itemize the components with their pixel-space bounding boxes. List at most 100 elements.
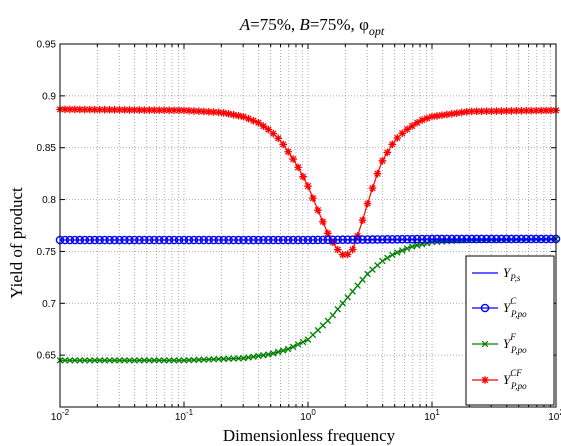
data-point xyxy=(384,254,391,262)
y-tick-label: 0.7 xyxy=(42,299,56,310)
data-point xyxy=(141,357,148,364)
data-point xyxy=(368,184,377,192)
data-point xyxy=(536,234,546,244)
data-point xyxy=(373,235,382,244)
x-tick-label: 10-1 xyxy=(175,408,194,423)
data-point xyxy=(433,112,441,120)
data-point xyxy=(453,109,461,117)
data-point xyxy=(358,216,367,225)
data-point xyxy=(110,105,119,114)
data-point xyxy=(482,107,491,116)
data-point xyxy=(260,351,267,359)
data-point xyxy=(397,234,407,244)
data-point xyxy=(413,242,421,249)
data-point xyxy=(546,234,556,244)
data-point xyxy=(333,245,342,254)
data-point xyxy=(526,234,536,244)
legend-marker xyxy=(480,303,490,313)
data-point xyxy=(378,235,387,244)
data-point xyxy=(200,356,208,363)
data-point xyxy=(537,106,545,115)
y-tick-label: 0.75 xyxy=(37,247,57,258)
data-point xyxy=(304,182,312,190)
data-point xyxy=(343,250,352,259)
data-point xyxy=(274,134,283,143)
data-point xyxy=(472,107,481,116)
x-tick-label: 10-2 xyxy=(51,408,70,423)
data-point xyxy=(214,108,223,117)
data-point xyxy=(240,354,247,362)
data-point xyxy=(349,288,356,295)
data-point xyxy=(457,234,467,244)
data-point xyxy=(467,234,476,244)
data-point xyxy=(71,105,79,114)
data-point xyxy=(81,357,89,364)
data-point xyxy=(96,357,103,364)
data-point xyxy=(428,112,436,121)
data-point xyxy=(407,234,417,244)
data-point xyxy=(462,107,471,116)
data-point xyxy=(294,163,302,172)
data-point xyxy=(487,234,496,244)
data-point xyxy=(185,106,193,115)
data-point xyxy=(66,357,74,364)
grid xyxy=(60,44,556,407)
data-point xyxy=(329,312,337,319)
data-point xyxy=(467,107,476,116)
data-point xyxy=(452,234,462,244)
data-point xyxy=(502,107,511,115)
legend-marker xyxy=(481,340,489,348)
data-point xyxy=(220,355,227,363)
data-point xyxy=(304,336,312,343)
data-point xyxy=(239,112,248,121)
legend-entry: YC P,po xyxy=(472,296,527,319)
data-point xyxy=(309,331,317,339)
data-point xyxy=(160,106,168,115)
data-point xyxy=(398,247,406,254)
data-point xyxy=(230,355,237,362)
data-point xyxy=(477,107,486,116)
data-point xyxy=(462,234,472,244)
data-point xyxy=(274,348,282,356)
data-point xyxy=(383,148,392,157)
data-point xyxy=(393,134,402,142)
legend-label: YCF P,po xyxy=(503,368,527,391)
data-point xyxy=(215,355,222,363)
data-point xyxy=(299,172,307,181)
data-point xyxy=(71,357,79,364)
legend-label: YF P,po xyxy=(503,332,527,355)
data-point xyxy=(200,107,208,116)
series-3 xyxy=(56,105,560,259)
data-point xyxy=(482,234,491,244)
data-point xyxy=(175,106,183,115)
data-point xyxy=(106,357,113,364)
data-point xyxy=(388,235,397,244)
data-point xyxy=(175,357,183,364)
data-point xyxy=(279,347,287,354)
y-tick-label: 0.85 xyxy=(37,143,57,154)
data-point xyxy=(76,105,84,114)
legend-entry: YCF P,po xyxy=(472,368,527,391)
data-point xyxy=(392,234,402,244)
data-point xyxy=(235,355,242,362)
data-point xyxy=(289,343,297,351)
data-point xyxy=(408,243,416,250)
data-point xyxy=(319,322,327,329)
data-point xyxy=(66,105,74,114)
legend-label: YC P,po xyxy=(503,296,527,319)
data-point xyxy=(155,106,163,114)
data-point xyxy=(531,234,541,244)
data-point xyxy=(100,105,109,114)
data-point xyxy=(224,110,233,118)
data-point xyxy=(408,122,416,130)
data-point xyxy=(205,107,213,116)
data-point xyxy=(379,257,386,265)
data-point xyxy=(61,357,69,364)
data-point xyxy=(373,169,382,178)
data-point xyxy=(383,235,392,244)
data-point xyxy=(472,234,481,244)
data-point xyxy=(442,234,452,244)
data-point xyxy=(348,245,357,254)
data-point xyxy=(234,111,243,120)
